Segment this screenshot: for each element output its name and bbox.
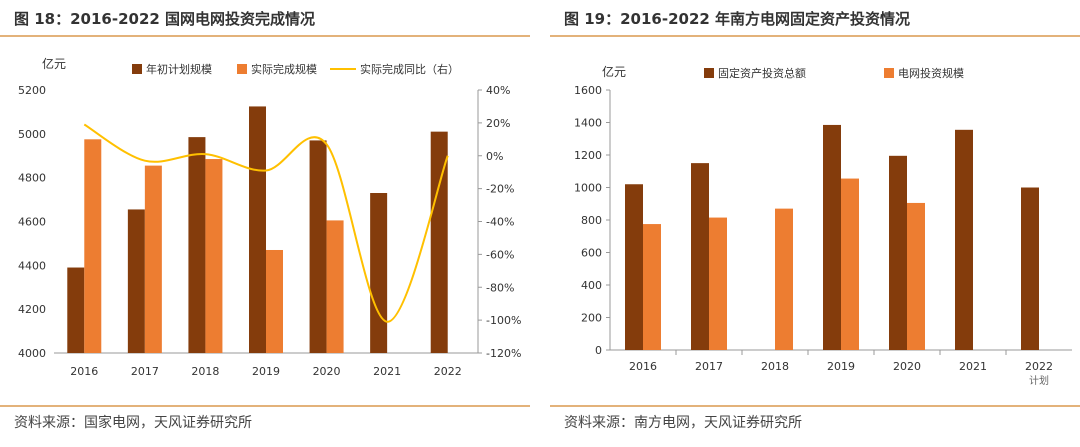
bar-plan — [188, 137, 206, 353]
x-tick-label: 2016 — [629, 360, 657, 373]
y-tick-label: 4800 — [18, 172, 46, 185]
x-tick-label: 2017 — [695, 360, 723, 373]
figure-19-chart: 亿元 0 200 400 600 800 1000 1200 1400 1600 2016 2017 2… — [574, 64, 1072, 387]
bar-actual — [326, 220, 344, 353]
y-tick-label: 800 — [581, 214, 602, 227]
y-right-tick-label: -40% — [486, 216, 514, 229]
legend-swatch-total-investment — [704, 68, 714, 78]
bar-plan — [67, 267, 85, 353]
figure-18-chart: 亿元 4000 4200 4400 4600 4800 5000 5200 -120% -100%… — [18, 56, 521, 378]
figure-19-title-text: 2016-2022 年南方电网固定资产投资情况 — [620, 10, 911, 28]
figure-19-top-rule — [550, 35, 1080, 37]
x-tick-label: 2020 — [893, 360, 921, 373]
y-right-tick-label: 20% — [486, 117, 510, 130]
bar-total-investment — [889, 155, 907, 350]
bar-grid-investment — [709, 217, 727, 350]
figure-18-top-rule — [0, 35, 530, 37]
bar-plan — [249, 106, 266, 353]
bar-total-investment — [691, 163, 709, 350]
bar-actual — [144, 165, 162, 353]
legend-swatch-actual — [237, 64, 247, 74]
bar-total-investment — [955, 129, 973, 350]
bar-plan — [127, 209, 145, 353]
bar-grid-investment — [643, 224, 661, 350]
y-tick-label: 400 — [581, 279, 602, 292]
legend-swatch-grid-investment — [884, 68, 894, 78]
x-tick-label: 2019 — [827, 360, 855, 373]
legend-swatch-plan — [132, 64, 142, 74]
y-right-tick-label: -60% — [486, 248, 514, 261]
y-tick-label: 4200 — [18, 303, 46, 316]
x-tick-label: 2016 — [70, 365, 98, 378]
figure-18-title: 图 18：2016-2022 国网电网投资完成情况 — [14, 8, 315, 29]
y-tick-label: 200 — [581, 312, 602, 325]
y-right-tick-label: 40% — [486, 84, 510, 97]
y-tick-label: 1400 — [574, 117, 602, 130]
x-tick-label: 2018 — [761, 360, 789, 373]
y-right-tick-label: -100% — [486, 314, 521, 327]
bar-actual — [84, 139, 102, 353]
bar-total-investment — [1021, 187, 1039, 350]
x-tick-label: 2022 — [434, 365, 462, 378]
y-tick-label: 1600 — [574, 84, 602, 97]
bar-grid-investment — [841, 178, 859, 350]
x-tick-label: 2020 — [313, 365, 341, 378]
legend-label-total-investment: 固定资产投资总额 — [718, 66, 806, 80]
y-tick-label: 4600 — [18, 216, 46, 229]
figure-19-title: 图 19：2016-2022 年南方电网固定资产投资情况 — [564, 8, 910, 29]
y-tick-label: 1200 — [574, 149, 602, 162]
bar-grid-investment — [775, 208, 793, 350]
y-tick-label: 5000 — [18, 128, 46, 141]
y-right-tick-label: -80% — [486, 281, 514, 294]
y-right-tick-label: -20% — [486, 183, 514, 196]
figure-18-bottom-rule — [0, 405, 530, 407]
y-tick-label: 5200 — [18, 84, 46, 97]
x-tick-label: 2019 — [252, 365, 280, 378]
x-tick-note: 计划 — [1029, 374, 1049, 387]
legend-label-grid-investment: 电网投资规模 — [898, 66, 964, 80]
figure-18-panel: 图 18：2016-2022 国网电网投资完成情况 亿元 4000 4200 4400… — [0, 0, 530, 447]
figure-19-label: 图 19： — [564, 10, 621, 28]
bar-grid-investment — [907, 202, 925, 350]
legend-label-plan: 年初计划规模 — [146, 62, 212, 76]
legend-label-actual: 实际完成规模 — [251, 62, 317, 76]
y-tick-label: 0 — [595, 344, 602, 357]
figure-18-label: 图 18： — [14, 10, 71, 28]
y-axis-unit: 亿元 — [42, 56, 66, 71]
bar-plan — [309, 140, 327, 353]
figure-18-title-text: 2016-2022 国网电网投资完成情况 — [70, 10, 316, 28]
y-right-tick-label: -120% — [486, 347, 521, 360]
bar-plan — [430, 131, 448, 353]
x-tick-label: 2021 — [373, 365, 401, 378]
bar-total-investment — [625, 184, 643, 350]
y-tick-label: 1000 — [574, 182, 602, 195]
bar-plan — [370, 193, 388, 353]
bar-actual — [266, 249, 283, 353]
legend-label-yoy: 实际完成同比（右） — [360, 62, 459, 76]
figure-19-source: 资料来源：南方电网，天风证券研究所 — [564, 415, 802, 431]
x-tick-label: 2022 — [1025, 360, 1053, 373]
y-axis-unit: 亿元 — [602, 64, 626, 79]
x-tick-label: 2018 — [191, 365, 219, 378]
figure-19-bottom-rule — [550, 405, 1080, 407]
y-tick-label: 4000 — [18, 347, 46, 360]
line-yoy — [83, 123, 449, 323]
y-tick-label: 4400 — [18, 259, 46, 272]
x-tick-label: 2021 — [959, 360, 987, 373]
x-tick-label: 2017 — [131, 365, 159, 378]
bar-total-investment — [823, 124, 841, 350]
y-tick-label: 600 — [581, 247, 602, 260]
bar-actual — [205, 159, 223, 353]
figure-19-panel: 图 19：2016-2022 年南方电网固定资产投资情况 亿元 0 200 400 60… — [550, 0, 1080, 447]
y-right-tick-label: 0% — [486, 150, 503, 163]
figure-18-source: 资料来源：国家电网，天风证券研究所 — [14, 415, 252, 431]
